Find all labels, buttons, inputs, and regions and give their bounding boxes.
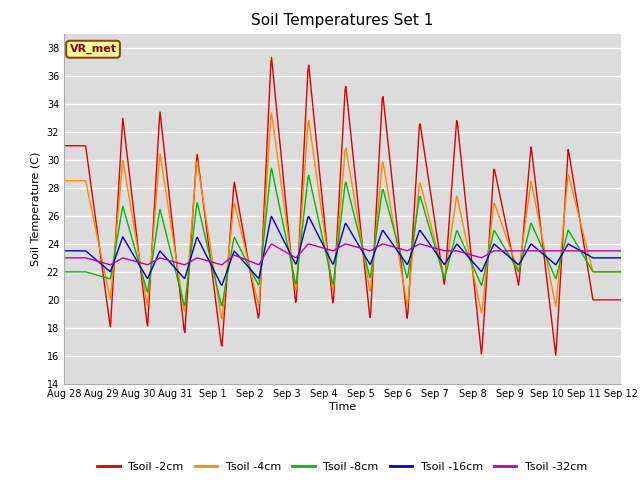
Tsoil -2cm [214,311,221,317]
Line: Tsoil -16cm: Tsoil -16cm [64,216,621,285]
Tsoil -32cm [214,261,222,267]
Tsoil -4cm [184,270,192,276]
Tsoil -32cm [305,241,312,247]
Tsoil -4cm [218,316,226,322]
Tsoil -4cm [60,178,68,184]
Tsoil -8cm [214,285,221,291]
Line: Tsoil -2cm: Tsoil -2cm [64,58,621,355]
Tsoil -32cm [128,258,136,264]
Tsoil -4cm [70,178,78,184]
Tsoil -4cm [268,110,275,116]
Y-axis label: Soil Temperature (C): Soil Temperature (C) [31,152,41,266]
Tsoil -2cm [411,197,419,203]
Tsoil -16cm [184,265,192,271]
Tsoil -16cm [412,239,419,244]
Title: Soil Temperatures Set 1: Soil Temperatures Set 1 [252,13,433,28]
Tsoil -8cm [184,276,192,282]
Tsoil -32cm [107,262,115,268]
Tsoil -2cm [428,193,435,199]
Tsoil -16cm [617,255,625,261]
Tsoil -8cm [428,233,436,239]
Tsoil -32cm [428,244,436,250]
Tsoil -8cm [412,220,419,226]
Tsoil -32cm [617,248,625,254]
Tsoil -32cm [185,260,193,265]
Line: Tsoil -8cm: Tsoil -8cm [64,168,621,306]
X-axis label: Time: Time [329,402,356,412]
Tsoil -16cm [218,282,226,288]
Tsoil -8cm [60,269,68,275]
Tsoil -2cm [268,55,275,60]
Tsoil -32cm [412,243,419,249]
Tsoil -2cm [617,297,625,303]
Tsoil -2cm [184,284,192,290]
Tsoil -32cm [70,255,78,261]
Tsoil -16cm [60,248,68,254]
Tsoil -4cm [214,289,221,295]
Tsoil -16cm [70,248,78,254]
Tsoil -2cm [552,352,559,358]
Tsoil -32cm [60,255,68,261]
Tsoil -8cm [218,303,226,309]
Tsoil -16cm [428,244,436,250]
Tsoil -2cm [70,143,78,149]
Tsoil -4cm [412,220,419,226]
Tsoil -2cm [60,143,68,149]
Line: Tsoil -4cm: Tsoil -4cm [64,113,621,319]
Tsoil -16cm [127,249,135,254]
Tsoil -4cm [428,226,436,232]
Legend: Tsoil -2cm, Tsoil -4cm, Tsoil -8cm, Tsoil -16cm, Tsoil -32cm: Tsoil -2cm, Tsoil -4cm, Tsoil -8cm, Tsoi… [93,457,592,477]
Tsoil -8cm [268,165,275,171]
Tsoil -8cm [127,233,135,239]
Tsoil -4cm [617,269,625,275]
Tsoil -8cm [617,269,625,275]
Tsoil -4cm [127,208,135,214]
Text: VR_met: VR_met [70,44,116,54]
Tsoil -16cm [268,214,275,219]
Tsoil -16cm [214,274,221,280]
Line: Tsoil -32cm: Tsoil -32cm [64,244,621,265]
Tsoil -2cm [127,188,135,194]
Tsoil -8cm [70,269,78,275]
